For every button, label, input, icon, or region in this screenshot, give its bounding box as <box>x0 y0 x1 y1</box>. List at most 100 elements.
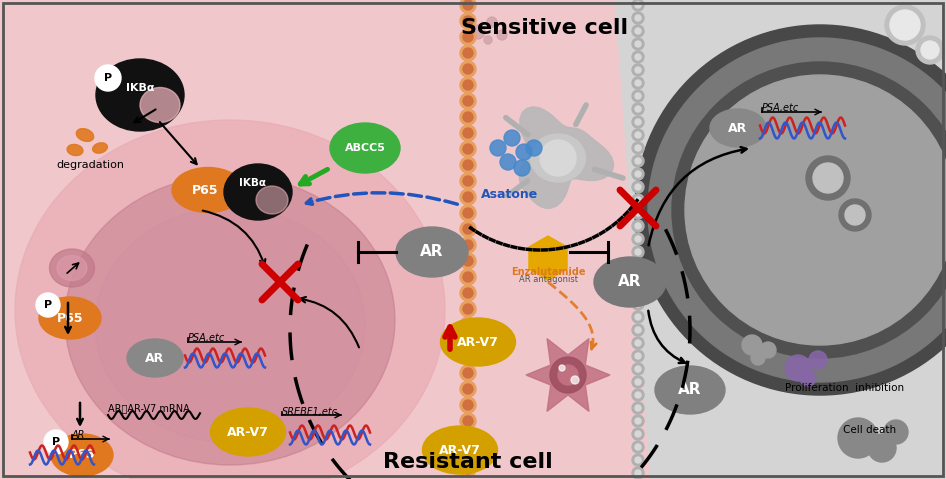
Ellipse shape <box>127 339 183 377</box>
Circle shape <box>463 400 473 410</box>
Circle shape <box>463 176 473 186</box>
Circle shape <box>460 365 476 381</box>
Circle shape <box>632 415 644 427</box>
Circle shape <box>635 28 641 34</box>
Circle shape <box>460 413 476 429</box>
Ellipse shape <box>211 408 286 456</box>
Ellipse shape <box>224 164 292 220</box>
Circle shape <box>463 272 473 282</box>
Ellipse shape <box>95 207 365 443</box>
Circle shape <box>526 140 542 156</box>
Circle shape <box>36 293 60 317</box>
Circle shape <box>632 246 644 258</box>
Text: Asatone: Asatone <box>482 189 538 202</box>
Text: AR: AR <box>678 383 702 398</box>
Circle shape <box>463 224 473 234</box>
Circle shape <box>916 36 944 64</box>
Circle shape <box>806 156 850 200</box>
Circle shape <box>460 269 476 285</box>
Circle shape <box>635 25 946 395</box>
Circle shape <box>632 402 644 414</box>
Circle shape <box>839 199 871 231</box>
Circle shape <box>95 65 121 91</box>
Ellipse shape <box>49 249 95 287</box>
Circle shape <box>463 144 473 154</box>
Circle shape <box>460 61 476 77</box>
Ellipse shape <box>172 168 244 213</box>
Ellipse shape <box>710 109 766 147</box>
Circle shape <box>463 16 473 26</box>
Circle shape <box>635 431 641 437</box>
Circle shape <box>504 130 520 146</box>
Circle shape <box>813 163 843 193</box>
Circle shape <box>463 416 473 426</box>
Ellipse shape <box>330 123 400 173</box>
Circle shape <box>460 349 476 365</box>
Text: P65: P65 <box>57 311 83 324</box>
Text: AR: AR <box>619 274 641 289</box>
Circle shape <box>635 184 641 190</box>
Circle shape <box>635 379 641 385</box>
Circle shape <box>460 333 476 349</box>
Circle shape <box>632 363 644 375</box>
Circle shape <box>885 5 925 45</box>
Circle shape <box>868 434 896 462</box>
Circle shape <box>635 158 641 164</box>
Ellipse shape <box>51 434 113 476</box>
Circle shape <box>463 112 473 122</box>
Circle shape <box>463 432 473 442</box>
Ellipse shape <box>67 144 83 156</box>
Circle shape <box>460 445 476 461</box>
Circle shape <box>44 430 68 454</box>
Circle shape <box>632 168 644 180</box>
Circle shape <box>632 207 644 219</box>
Circle shape <box>632 129 644 141</box>
Circle shape <box>632 259 644 271</box>
Circle shape <box>460 221 476 237</box>
Circle shape <box>559 365 565 371</box>
Text: ABCC5: ABCC5 <box>344 143 385 153</box>
Circle shape <box>635 236 641 242</box>
Ellipse shape <box>140 88 180 123</box>
Ellipse shape <box>423 426 498 474</box>
Circle shape <box>516 144 532 160</box>
Circle shape <box>540 140 576 176</box>
Ellipse shape <box>594 257 666 307</box>
Polygon shape <box>529 236 567 280</box>
Ellipse shape <box>77 128 94 141</box>
Circle shape <box>463 304 473 314</box>
Circle shape <box>632 194 644 206</box>
Circle shape <box>635 353 641 359</box>
Circle shape <box>635 67 641 73</box>
Circle shape <box>463 384 473 394</box>
Circle shape <box>463 320 473 330</box>
Polygon shape <box>526 339 610 411</box>
Circle shape <box>635 249 641 255</box>
Circle shape <box>635 418 641 424</box>
Circle shape <box>635 223 641 229</box>
Circle shape <box>460 205 476 221</box>
Circle shape <box>635 80 641 86</box>
Circle shape <box>635 340 641 346</box>
Circle shape <box>460 301 476 317</box>
Text: SREBF1,etc: SREBF1,etc <box>282 407 338 417</box>
Circle shape <box>785 355 811 381</box>
Circle shape <box>632 467 644 479</box>
Circle shape <box>558 365 578 385</box>
Circle shape <box>838 418 878 458</box>
Ellipse shape <box>39 297 101 339</box>
Circle shape <box>635 470 641 476</box>
Circle shape <box>760 342 776 358</box>
Circle shape <box>632 376 644 388</box>
Ellipse shape <box>93 143 107 153</box>
Circle shape <box>463 288 473 298</box>
Text: P: P <box>44 300 52 310</box>
Circle shape <box>632 428 644 440</box>
Circle shape <box>490 140 506 156</box>
Circle shape <box>632 441 644 453</box>
Circle shape <box>890 10 920 40</box>
Ellipse shape <box>396 227 468 277</box>
Circle shape <box>672 62 946 358</box>
Circle shape <box>635 405 641 411</box>
Circle shape <box>884 420 908 444</box>
